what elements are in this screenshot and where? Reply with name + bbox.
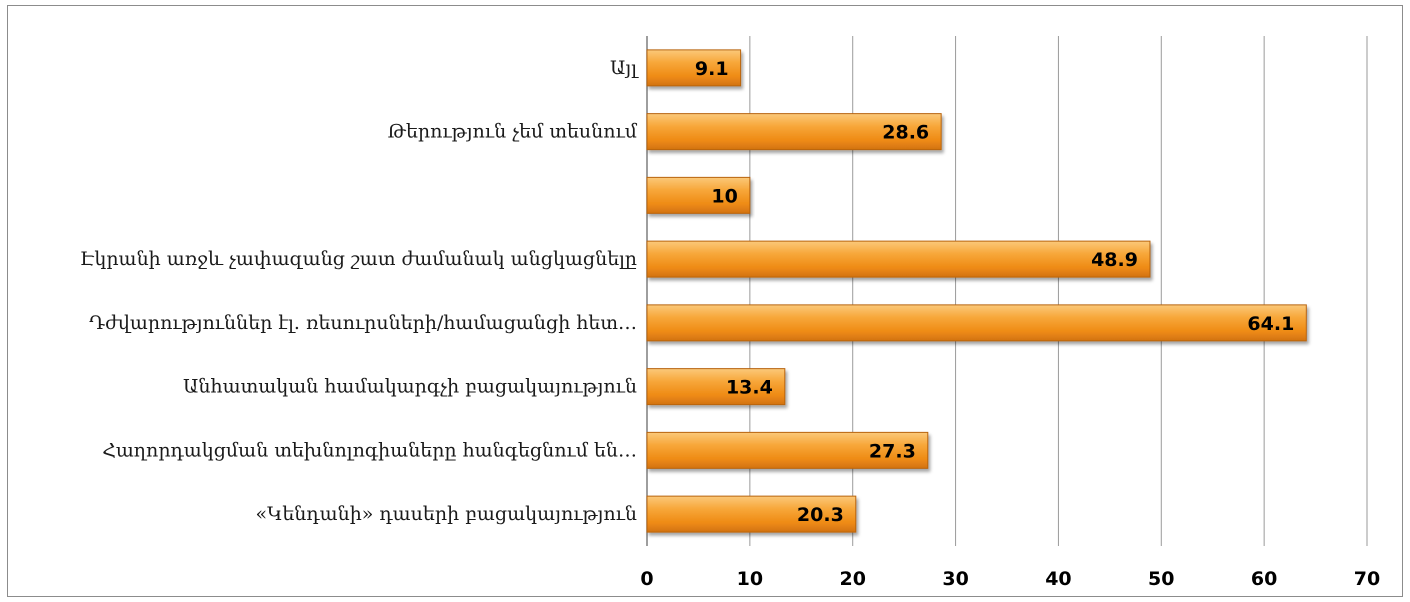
category-label: Թերություն չեմ տեսնում (388, 121, 638, 143)
x-tick-label: 70 (1354, 568, 1380, 590)
x-tick-label: 20 (839, 568, 865, 590)
bar (646, 431, 929, 469)
bar (646, 368, 786, 406)
category-label: Դժվարություններ էլ. ռեսուրսների/համացանց… (89, 312, 637, 334)
bar (646, 49, 742, 87)
category-labels: «Կենդանի» դասերի բացակայություն Հաղորդակց… (80, 57, 639, 525)
x-axis-ticks: 0 10 20 30 40 50 60 70 (640, 568, 1380, 590)
category-label: Այլ (610, 57, 639, 79)
category-label: «Կենդանի» դասերի բացակայություն (255, 503, 637, 525)
x-tick-label: 50 (1148, 568, 1174, 590)
bar (646, 176, 751, 214)
category-label: Անհատական համակարգչի բացակայություն (183, 376, 637, 398)
data-label: 28.6 (882, 122, 929, 144)
data-label: 64.1 (1247, 313, 1294, 335)
bar (646, 495, 857, 533)
data-label: 10 (711, 185, 737, 207)
bar (646, 240, 1151, 278)
bars: 20.3 27.3 13.4 64.1 48.9 10 28.6 9.1 (646, 49, 1307, 533)
x-tick-label: 60 (1251, 568, 1277, 590)
bar (646, 304, 1307, 342)
x-tick-label: 30 (942, 568, 968, 590)
data-label: 9.1 (695, 58, 729, 80)
category-label: Հաղորդակցման տեխնոլոգիաները հանգեցնում ե… (102, 439, 637, 461)
gridlines (646, 36, 1368, 546)
x-tick-label: 10 (737, 568, 763, 590)
chart-frame: 20.3 27.3 13.4 64.1 48.9 10 28.6 9.1 «Կենդանի» … (7, 5, 1403, 597)
bar (646, 113, 942, 151)
x-tick-label: 40 (1045, 568, 1071, 590)
data-label: 13.4 (726, 377, 773, 399)
x-tick-label: 0 (640, 568, 653, 590)
data-label: 27.3 (869, 440, 916, 462)
data-label: 48.9 (1091, 249, 1138, 271)
category-label: Էկրանի առջև չափազանց շատ ժամանակ անցկացն… (80, 248, 637, 270)
data-label: 20.3 (797, 504, 844, 526)
bar-chart: 20.3 27.3 13.4 64.1 48.9 10 28.6 9.1 «Կենդանի» … (80, 36, 1380, 590)
